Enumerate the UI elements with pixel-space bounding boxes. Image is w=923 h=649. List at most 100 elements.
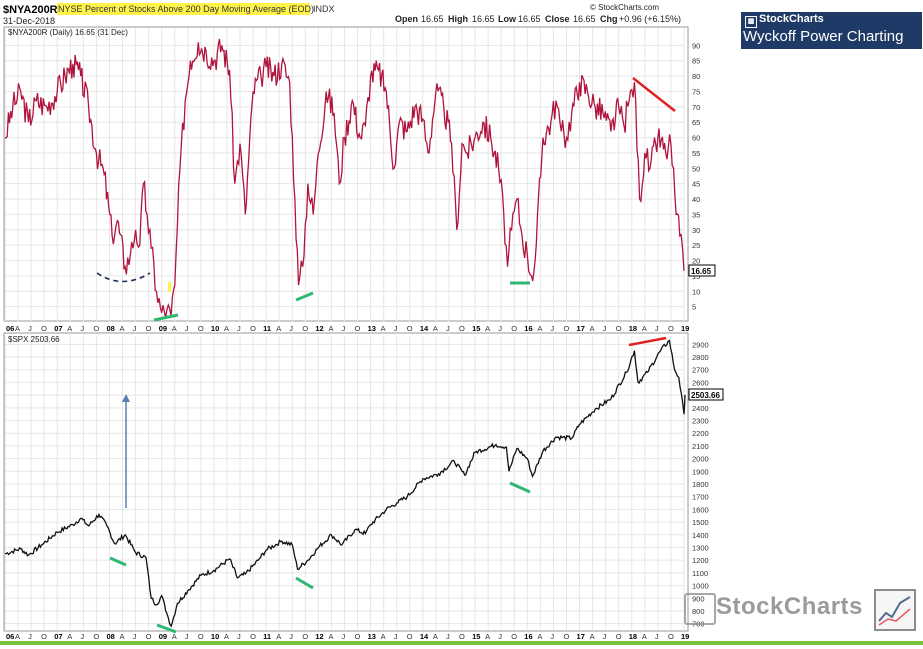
spx-x-tick-label: J — [342, 632, 346, 641]
nya200r-x-tick-label: 17 — [577, 324, 585, 333]
title-highlight — [57, 3, 310, 15]
spx-x-tick-label: O — [616, 632, 622, 641]
spx-y-tick-label: 2300 — [692, 417, 709, 426]
nya200r-x-tick-label: J — [603, 324, 607, 333]
spx-x-tick-label: J — [185, 632, 189, 641]
spx-x-tick-label: J — [28, 632, 32, 641]
nya200r-x-tick-label: O — [668, 324, 674, 333]
spx-x-tick-label: J — [237, 632, 241, 641]
upper-last-value-box — [688, 264, 716, 277]
spx-x-tick-label: 09 — [159, 632, 167, 641]
green-mark-2016-lower — [509, 481, 531, 494]
spx-x-tick-label: 15 — [472, 632, 480, 641]
green-mark-2008-lower — [109, 556, 127, 567]
spx-x-tick-label: A — [120, 632, 125, 641]
spx-x-tick-label: O — [250, 632, 256, 641]
nya200r-x-tick-label: O — [563, 324, 569, 333]
nya200r-x-tick-label: 13 — [368, 324, 376, 333]
nya200r-x-tick-label: 11 — [263, 324, 271, 333]
spx-x-tick-label: J — [133, 632, 137, 641]
spx-x-tick-label: 13 — [368, 632, 376, 641]
spx-x-tick-label: O — [93, 632, 99, 641]
spx-x-tick-label: 14 — [420, 632, 429, 641]
upper-legend: $NYA200R (Daily) 16.65 (31 Dec) — [8, 28, 128, 37]
nya200r-y-tick-label: 20 — [692, 257, 700, 266]
nya200r-x-tick-label: O — [511, 324, 517, 333]
green-mark-2011 — [295, 291, 314, 302]
upper-panel-frame — [3, 26, 689, 322]
dashed-arc-mark — [96, 272, 151, 283]
spx-x-tick-label: A — [67, 632, 72, 641]
nya200r-x-tick-label: A — [172, 324, 177, 333]
nya200r-x-tick-label: O — [407, 324, 413, 333]
nya200r-y-tick-label: 25 — [692, 241, 700, 250]
chart-title: NYSE Percent of Stocks Above 200 Day Mov… — [58, 4, 314, 14]
spx-y-tick-label: 1500 — [692, 518, 709, 527]
spx-x-tick-label: O — [41, 632, 47, 641]
nya200r-x-tick-label: J — [133, 324, 137, 333]
nya200r-x-tick-label: A — [67, 324, 72, 333]
date-label: 31-Dec-2018 — [3, 16, 55, 26]
close-value: 16.65 — [573, 14, 596, 24]
spx-x-tick-label: A — [485, 632, 490, 641]
nya200r-x-tick-label: 14 — [420, 324, 429, 333]
spx-x-tick-label: A — [172, 632, 177, 641]
spx-y-tick-label: 1100 — [692, 569, 708, 578]
nya200r-x-tick-label: O — [616, 324, 622, 333]
spx-x-tick-label: J — [498, 632, 502, 641]
nya200r-x-tick-label: O — [355, 324, 361, 333]
nya200r-y-tick-label: 40 — [692, 195, 700, 204]
chg-label: Chg — [600, 14, 618, 24]
nya200r-x-tick-label: 10 — [211, 324, 219, 333]
nya200r-y-tick-label: 55 — [692, 149, 700, 158]
nya200r-y-tick-label: 30 — [692, 226, 700, 235]
nya200r-x-tick-label: A — [433, 324, 438, 333]
low-value: 16.65 — [518, 14, 541, 24]
spx-y-tick-label: 2600 — [692, 378, 709, 387]
ohlc-readout: Open 16.65 High 16.65 Low 16.65 Close 16… — [395, 14, 681, 24]
nya200r-y-tick-label: 10 — [692, 287, 700, 296]
symbol-label: $NYA200R — [3, 4, 58, 16]
yellow-mark-2009 — [168, 282, 171, 292]
nya200r-y-tick-label: 70 — [692, 103, 700, 112]
spx-x-tick-label: 18 — [629, 632, 637, 641]
nya200r-y-tick-label: 90 — [692, 41, 700, 50]
spx-y-tick-label: 2900 — [692, 340, 709, 349]
spx-x-tick-label: O — [407, 632, 413, 641]
spx-x-tick-label: J — [603, 632, 607, 641]
nya200r-x-tick-label: 16 — [524, 324, 532, 333]
nya200r-x-tick-label: 18 — [629, 324, 637, 333]
nya200r-x-tick-label: 15 — [472, 324, 480, 333]
x-axis-ticks: 06 A J O 07 A J O 08 A J O 09 A J O 10 A J O 11 A J O 12 A J O 13 A J O… — [6, 324, 689, 641]
green-mark-2009-lower — [156, 623, 177, 634]
nya200r-x-tick-label: O — [250, 324, 256, 333]
spx-x-tick-label: 07 — [54, 632, 62, 641]
spx-series-line — [4, 339, 686, 628]
spx-y-tick-label: 1700 — [692, 493, 709, 502]
open-label: Open — [395, 14, 418, 24]
low-label: Low — [498, 14, 517, 24]
nya200r-x-tick-label: O — [302, 324, 308, 333]
nya200r-x-tick-label: 07 — [54, 324, 62, 333]
nya200r-x-tick-label: O — [41, 324, 47, 333]
nya200r-x-tick-label: J — [498, 324, 502, 333]
spx-x-tick-label: O — [511, 632, 517, 641]
spx-x-tick-label: O — [146, 632, 152, 641]
nya200r-x-tick-label: A — [485, 324, 490, 333]
lower-last-value-box — [688, 388, 724, 401]
nya200r-x-tick-label: J — [28, 324, 32, 333]
nya200r-x-tick-label: O — [198, 324, 204, 333]
annotations — [96, 77, 676, 634]
exchange-label: INDX — [313, 4, 335, 14]
spx-y-tick-label: 1900 — [692, 467, 709, 476]
nya200r-x-tick-label: J — [185, 324, 189, 333]
spx-x-tick-label: O — [668, 632, 674, 641]
red-mark-2018-upper — [632, 77, 676, 112]
nya200r-x-tick-label: J — [394, 324, 398, 333]
nya200r-y-tick-label: 45 — [692, 180, 700, 189]
nya200r-x-tick-label: A — [381, 324, 386, 333]
nya200r-y-tick-label: 5 — [692, 303, 696, 312]
brand-banner: ▦ StockCharts Wyckoff Power Charting — [741, 12, 922, 49]
nya200r-x-tick-label: A — [642, 324, 647, 333]
